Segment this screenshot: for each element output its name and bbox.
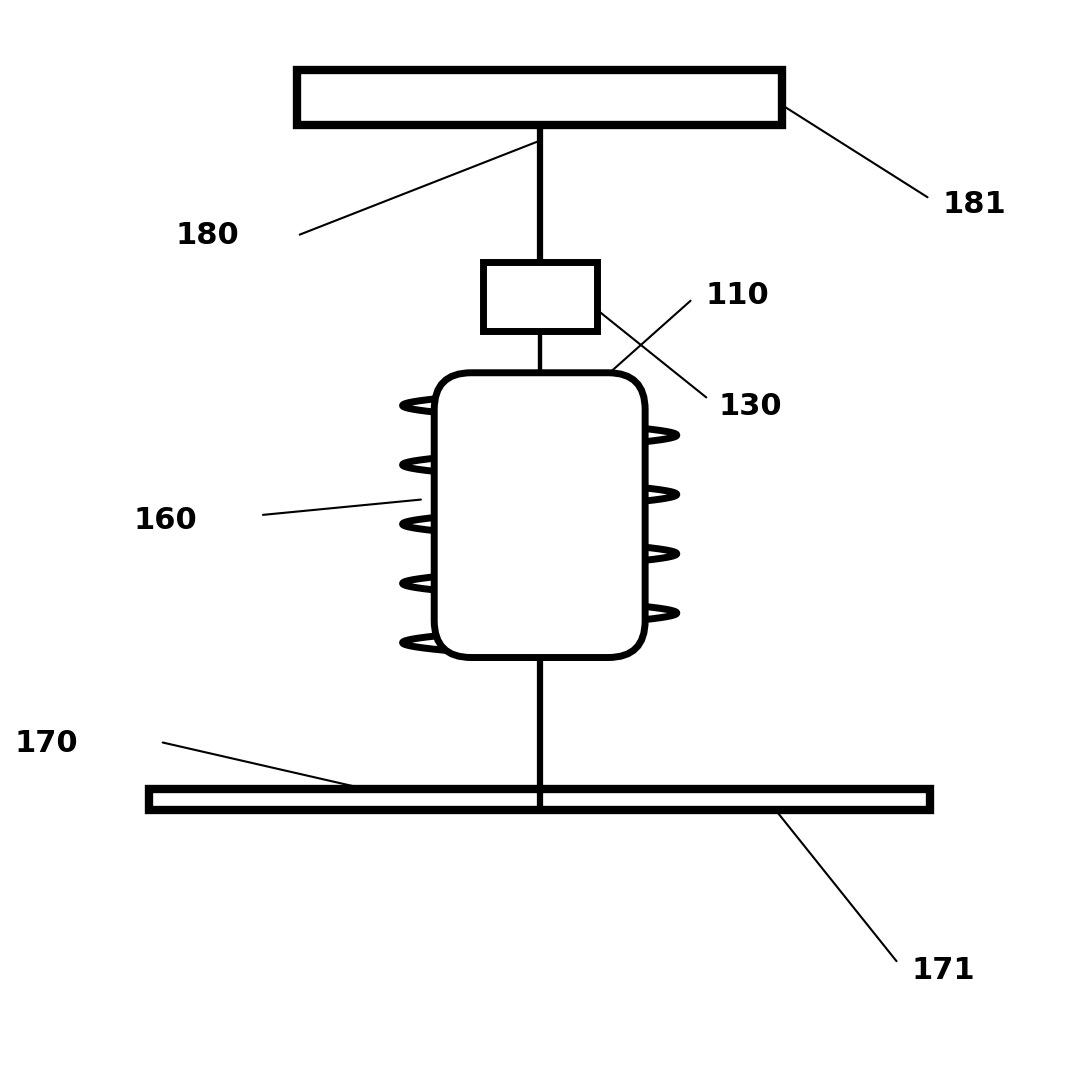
Text: 160: 160 — [133, 506, 197, 535]
Text: 180: 180 — [175, 221, 239, 250]
Text: 110: 110 — [705, 282, 769, 310]
Bar — [149, 790, 930, 810]
Text: 171: 171 — [912, 956, 975, 986]
Bar — [482, 262, 596, 330]
Text: 170: 170 — [14, 730, 78, 758]
Text: 181: 181 — [942, 190, 1006, 219]
Bar — [297, 70, 782, 125]
Text: 130: 130 — [719, 392, 782, 421]
FancyBboxPatch shape — [434, 373, 646, 657]
